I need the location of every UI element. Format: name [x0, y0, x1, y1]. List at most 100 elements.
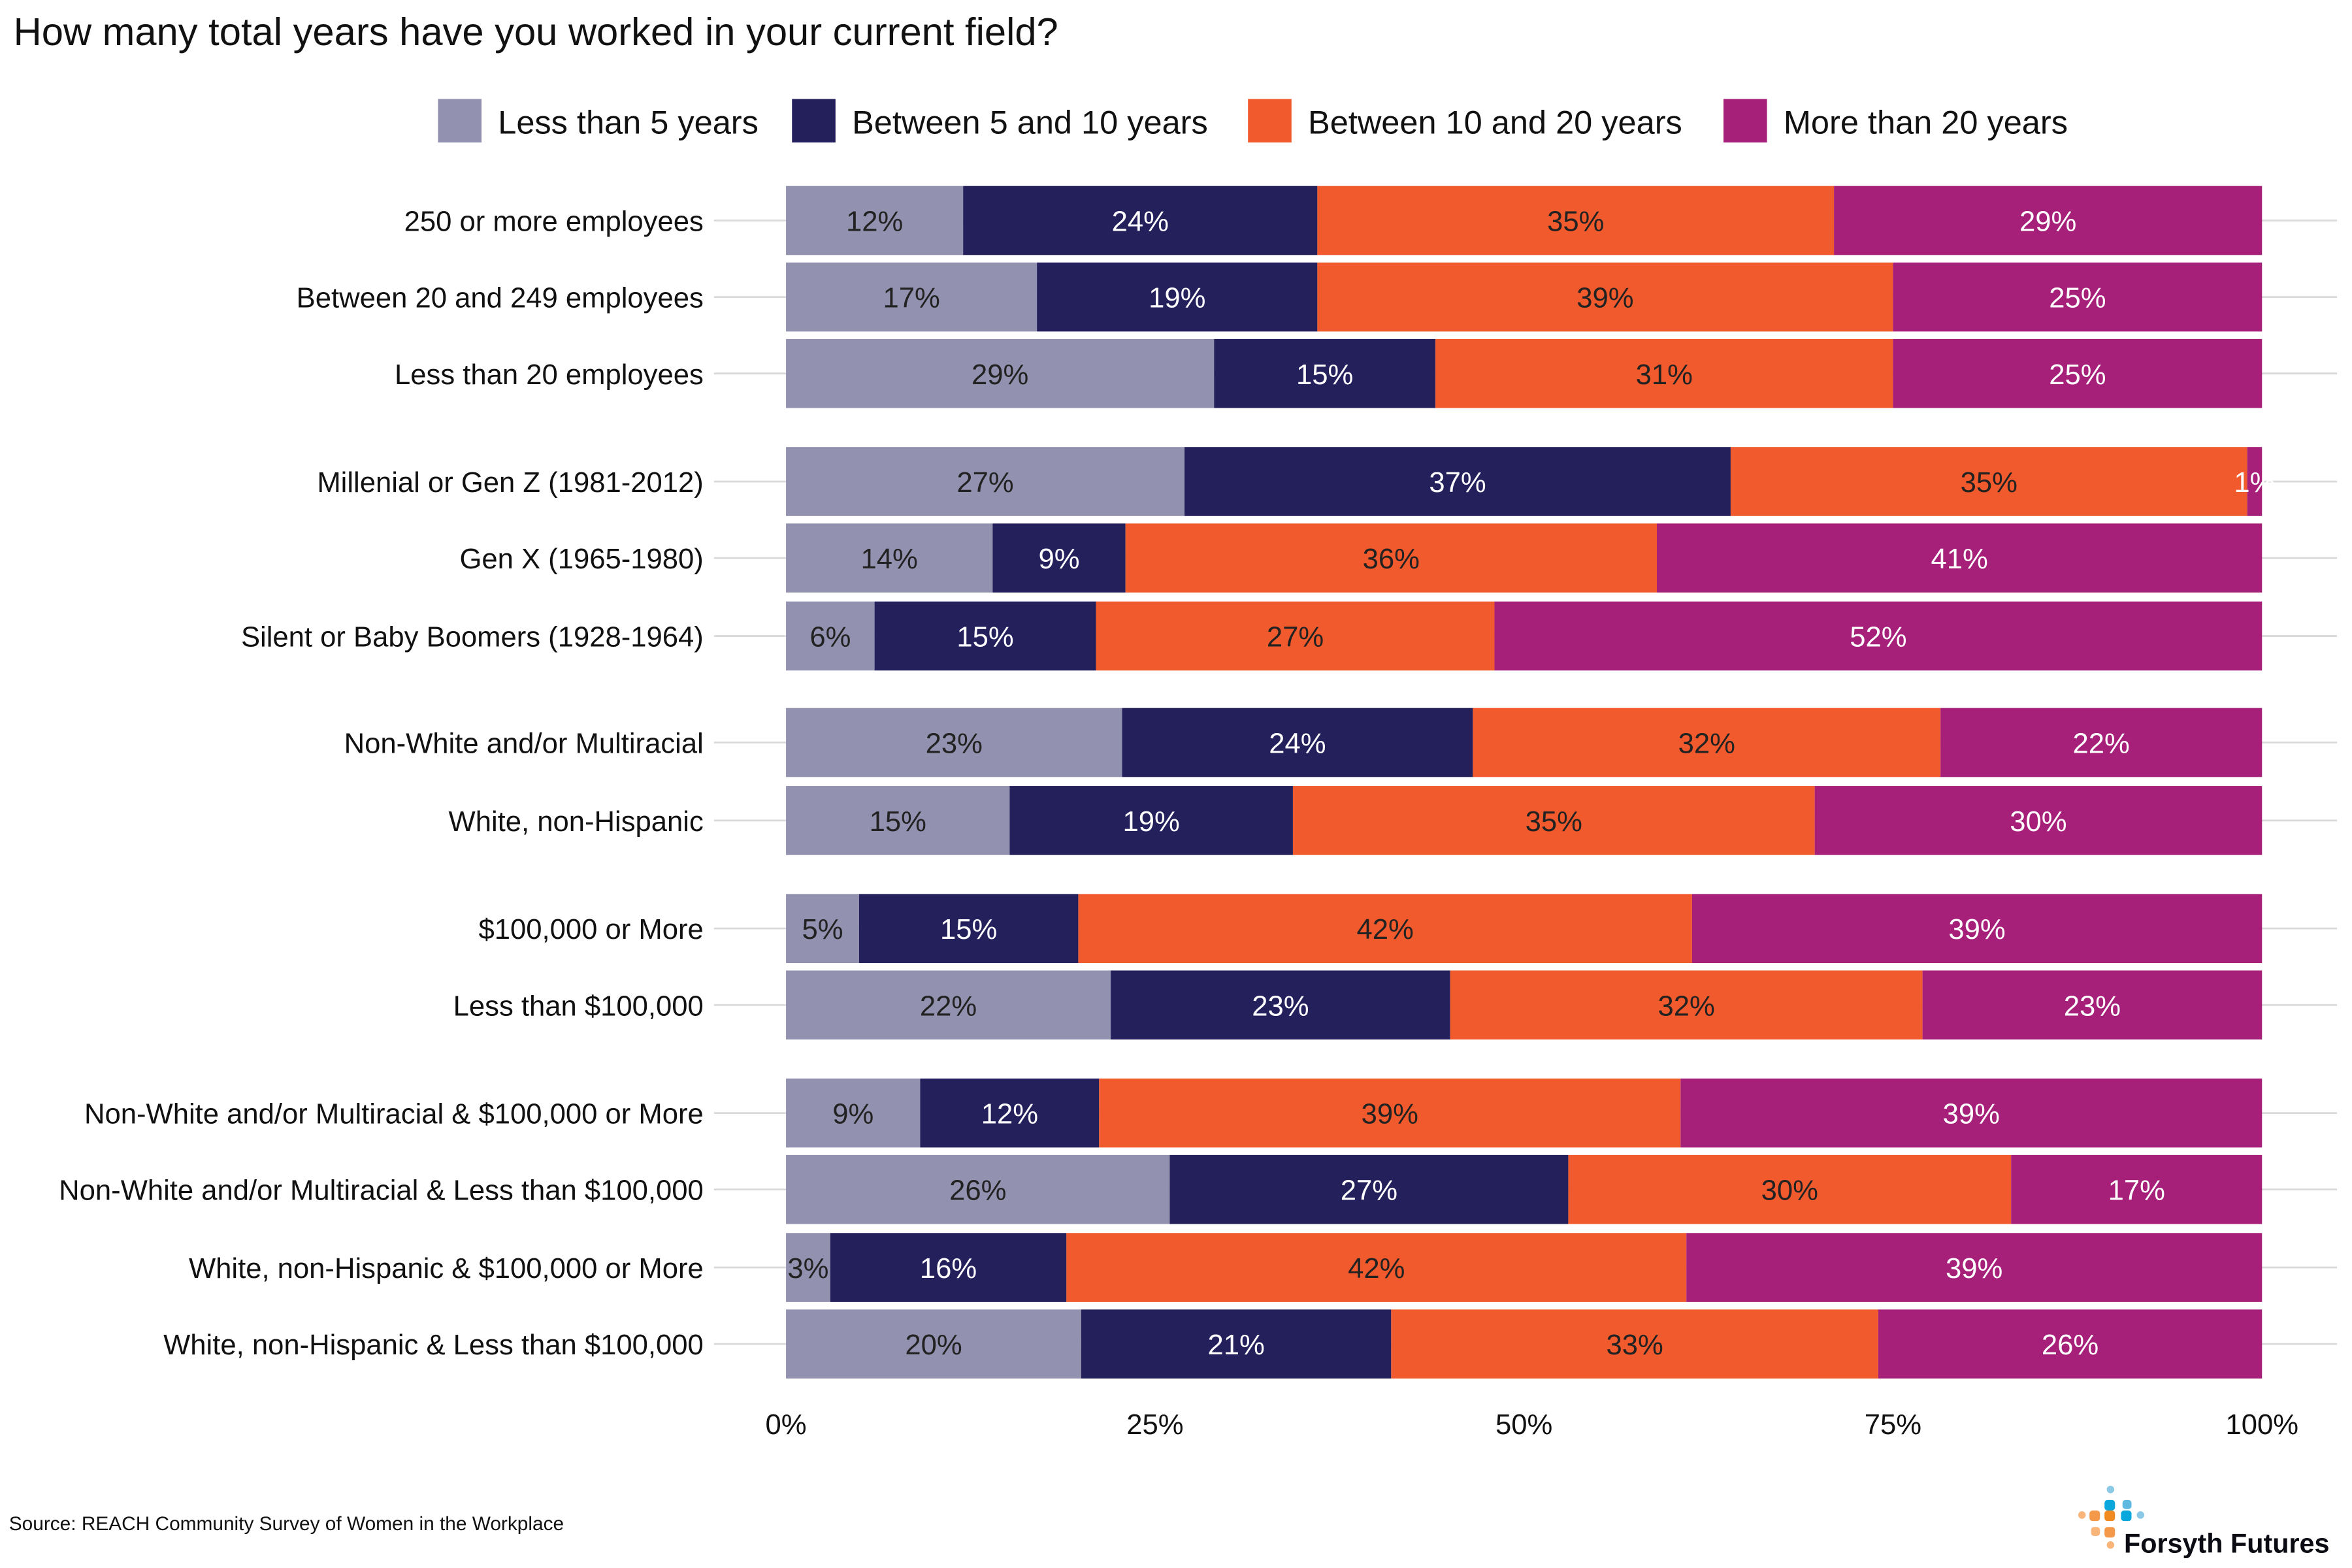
bar-segment — [1214, 338, 1436, 408]
bar-segment — [786, 523, 993, 593]
bar-segment — [1940, 708, 2262, 777]
bar-segment — [786, 708, 1122, 777]
data-label: 35% — [1526, 806, 1582, 838]
data-label: 14% — [861, 544, 918, 575]
bar-segment — [1292, 786, 1815, 855]
data-label: 22% — [2073, 728, 2130, 760]
data-label: 32% — [1658, 990, 1715, 1022]
category-label: Between 20 and 249 employees — [297, 283, 704, 314]
bar-segment — [1078, 894, 1692, 963]
data-label: 27% — [956, 467, 1013, 498]
data-label: 15% — [940, 914, 997, 945]
bar-segment — [2011, 1154, 2262, 1224]
bar-segment — [1878, 1309, 2262, 1379]
bar-segment — [2247, 447, 2262, 516]
legend-label: Less than 5 years — [498, 103, 759, 140]
bar-segment — [1096, 601, 1495, 671]
bar-segment — [786, 1078, 921, 1148]
bar-segment — [1169, 1154, 1569, 1224]
data-label: 22% — [920, 990, 977, 1022]
data-label: 32% — [1678, 728, 1735, 760]
data-label: 5% — [802, 914, 843, 945]
data-label: 15% — [870, 806, 926, 838]
bar-segment — [1009, 786, 1293, 855]
bar-segment — [786, 338, 1215, 408]
data-label: 3% — [787, 1253, 828, 1284]
data-label: 29% — [2019, 206, 2076, 238]
category-label: Millenial or Gen Z (1981-2012) — [317, 467, 703, 498]
bar-segment — [830, 1233, 1067, 1302]
bar-segment — [1494, 601, 2262, 671]
legend-swatch — [792, 99, 836, 143]
bar-segment — [786, 1233, 830, 1302]
x-tick-label: 25% — [1126, 1409, 1183, 1441]
data-label: 39% — [1948, 914, 2005, 945]
data-label: 1% — [2234, 467, 2275, 498]
bar-segment — [1125, 523, 1657, 593]
logo-text: Forsyth Futures — [2124, 1528, 2329, 1558]
legend-label: Between 10 and 20 years — [1308, 103, 1682, 140]
bar-segment — [874, 601, 1096, 671]
category-label: Silent or Baby Boomers (1928-1964) — [241, 622, 704, 653]
data-label: 42% — [1357, 914, 1414, 945]
bar-segment — [1834, 186, 2262, 255]
legend-label: More than 20 years — [1784, 103, 2068, 140]
category-label: White, non-Hispanic & Less than $100,000 — [163, 1330, 704, 1361]
x-tick-label: 0% — [766, 1409, 807, 1441]
data-label: 25% — [2049, 283, 2106, 314]
bar-segment — [1922, 970, 2262, 1040]
data-label: 25% — [2049, 359, 2106, 391]
data-label: 17% — [883, 283, 939, 314]
bar-segment — [1691, 894, 2262, 963]
bar-segment — [1568, 1154, 2012, 1224]
data-label: 23% — [2064, 990, 2121, 1022]
x-tick-label: 50% — [1495, 1409, 1552, 1441]
data-label: 20% — [905, 1330, 962, 1361]
bar-segment — [1066, 1233, 1687, 1302]
bar-segment — [1450, 970, 1923, 1040]
bar-segment — [1893, 262, 2262, 332]
data-label: 9% — [1038, 544, 1079, 575]
bar-segment — [786, 186, 964, 255]
category-label: Gen X (1965-1980) — [459, 544, 703, 575]
data-label: 33% — [1606, 1330, 1663, 1361]
data-label: 16% — [920, 1253, 977, 1284]
x-tick-label: 100% — [2225, 1409, 2298, 1441]
data-label: 39% — [1576, 283, 1633, 314]
bar-segment — [1037, 262, 1318, 332]
legend-swatch — [438, 99, 482, 143]
category-label: 250 or more employees — [404, 206, 704, 238]
data-label: 26% — [949, 1175, 1006, 1207]
source-note: Source: REACH Community Survey of Women … — [9, 1513, 564, 1535]
x-tick-label: 75% — [1865, 1409, 1921, 1441]
bar-segment — [1814, 786, 2262, 855]
category-label: Less than $100,000 — [453, 990, 704, 1022]
chart-title: How many total years have you worked in … — [14, 10, 1058, 54]
bars: 12% 24% 35% 29% 17% 19% 39% 25% 29% 15% 31% 25% 27% 3… — [786, 186, 2275, 1379]
data-label: 39% — [1946, 1253, 2002, 1284]
bar-segment — [1122, 708, 1473, 777]
data-label: 31% — [1636, 359, 1693, 391]
data-label: 39% — [1362, 1099, 1418, 1130]
data-label: 29% — [972, 359, 1028, 391]
bar-segment — [1435, 338, 1893, 408]
category-label: Non-White and/or Multiracial & $100,000 … — [84, 1099, 704, 1130]
bar-segment — [1680, 1078, 2262, 1148]
legend-swatch — [1723, 99, 1767, 143]
forsyth-futures-logo: Forsyth Futures — [2078, 1486, 2329, 1558]
category-label: Non-White and/or Multiracial — [344, 728, 704, 760]
data-label: 35% — [1547, 206, 1604, 238]
bar-segment — [786, 262, 1037, 332]
data-label: 39% — [1943, 1099, 2000, 1130]
legend-swatch — [1248, 99, 1292, 143]
data-label: 27% — [1267, 622, 1324, 653]
bar-segment — [1893, 338, 2262, 408]
bar-segment — [1730, 447, 2247, 516]
bar-segment — [786, 786, 1010, 855]
category-label: Non-White and/or Multiracial & Less than… — [59, 1175, 704, 1207]
category-label: White, non-Hispanic & $100,000 or More — [189, 1253, 704, 1284]
bar-segment — [1473, 708, 1941, 777]
bar-segment — [1081, 1309, 1392, 1379]
data-label: 27% — [1341, 1175, 1397, 1207]
